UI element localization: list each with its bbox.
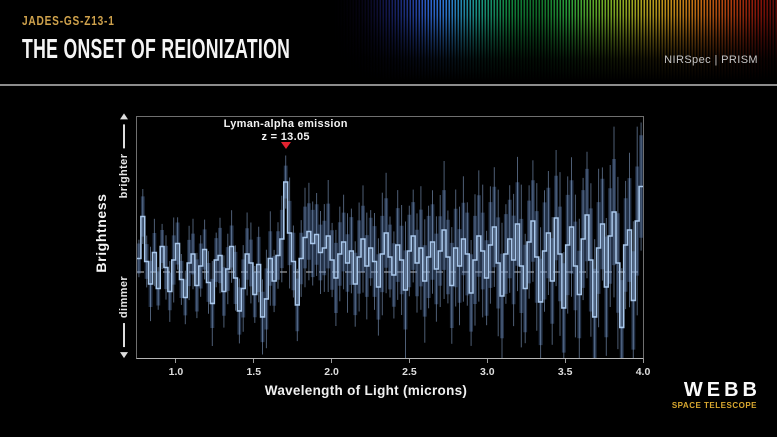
x-axis-title: Wavelength of Light (microns) (264, 383, 468, 398)
x-tick-label: 2.5 (402, 366, 417, 378)
webb-logo-subtext: SPACE TELESCOPE (671, 401, 757, 410)
object-name-label: JADES-GS-Z13-1 (22, 13, 115, 28)
x-tick-label: 4.0 (635, 366, 651, 378)
header-divider (0, 84, 777, 86)
spectrum-plot-box (136, 116, 644, 359)
webb-logo-text: WEBB (683, 379, 761, 401)
x-tick-mark (175, 359, 177, 363)
instrument-label: NIRSpec | PRISM (664, 54, 758, 66)
x-tick-mark (331, 359, 333, 363)
arrow-up-icon (120, 113, 128, 120)
x-tick-label: 1.0 (168, 366, 184, 378)
y-axis-title: Brightness (93, 193, 109, 273)
redshift-label: z = 13.05 (261, 131, 310, 143)
lyman-alpha-label: Lyman-alpha emission (223, 118, 348, 130)
x-tick-mark (486, 359, 488, 363)
y-axis-dimmer-label: dimmer (118, 276, 130, 359)
x-tick-label: 1.5 (246, 366, 262, 378)
x-tick-label: 3.0 (479, 366, 495, 378)
arrow-down-icon (120, 352, 128, 359)
page-title: THE ONSET OF REIONIZATION (22, 33, 291, 64)
x-tick-mark (642, 359, 644, 363)
x-tick-mark (253, 359, 255, 363)
x-tick-mark (408, 359, 410, 363)
lyman-alpha-annotation: Lyman-alpha emission z = 13.05 (224, 118, 348, 144)
x-tick-mark (564, 359, 566, 363)
webb-logo: WEBB SPACE TELESCOPE (672, 380, 757, 411)
rainbow-spectrum-banner (330, 0, 777, 84)
x-tick-label: 3.5 (557, 366, 573, 378)
lyman-alpha-marker-icon (280, 142, 291, 149)
x-tick-label: 2.0 (324, 366, 339, 378)
spectrum-svg (137, 122, 643, 358)
y-axis-brighter-label: brighter (118, 113, 130, 198)
